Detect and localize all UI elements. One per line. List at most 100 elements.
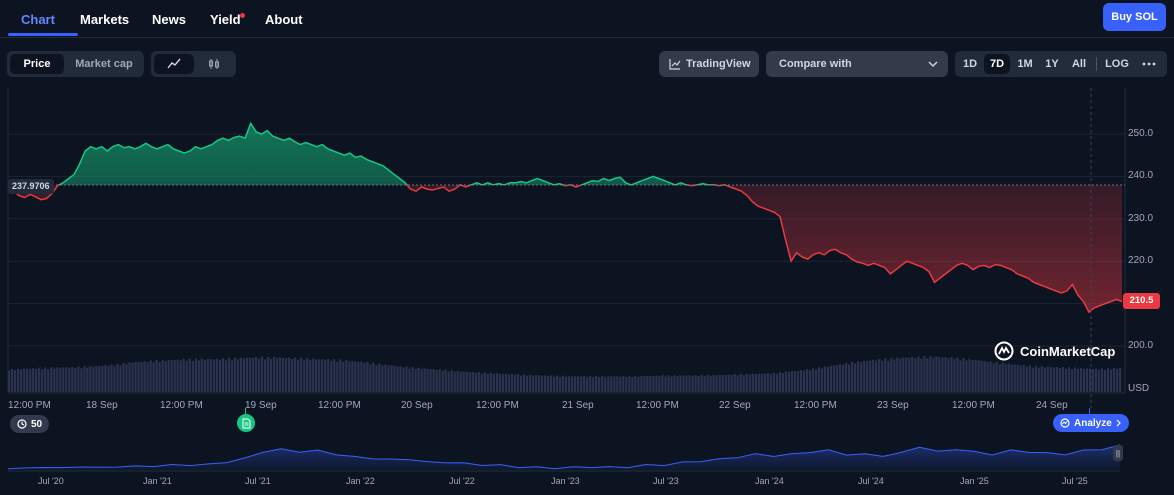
range-1y[interactable]: 1Y <box>1045 58 1059 70</box>
volume-bar <box>1113 368 1116 392</box>
price-toggle-button[interactable]: Price <box>10 54 64 74</box>
volume-bar <box>369 364 372 392</box>
volume-bar <box>423 368 426 392</box>
tab-chart[interactable]: Chart <box>21 12 55 27</box>
buy-sol-button[interactable]: Buy SOL <box>1103 3 1166 31</box>
volume-bar <box>670 376 673 392</box>
range-navigator[interactable] <box>0 436 1174 472</box>
x-tick-label: 20 Sep <box>401 400 433 411</box>
volume-bar <box>516 374 519 392</box>
volume-bar <box>44 367 47 392</box>
volume-bar <box>836 365 839 392</box>
news-event-marker[interactable] <box>237 414 255 432</box>
volume-bar <box>736 375 739 392</box>
x-tick-label: 12:00 PM <box>952 400 995 411</box>
volume-bar <box>1097 369 1101 392</box>
volume-bar <box>411 367 414 392</box>
volume-bar <box>351 360 354 392</box>
volume-bar <box>273 356 276 392</box>
volume-bar <box>1004 364 1007 392</box>
navigator-tick-label: Jul '25 <box>1062 476 1088 486</box>
volume-bar <box>224 360 227 392</box>
tab-markets[interactable]: Markets <box>80 12 130 27</box>
volume-bar <box>251 358 255 392</box>
volume-bar <box>486 374 489 392</box>
volume-bar <box>110 364 113 392</box>
range-all[interactable]: All <box>1071 58 1087 70</box>
candlestick-icon[interactable] <box>194 54 234 74</box>
volume-bar <box>468 372 471 392</box>
volume-bar <box>146 362 149 392</box>
market-cap-toggle-button[interactable]: Market cap <box>75 58 133 70</box>
volume-bar <box>694 375 697 392</box>
volume-bar <box>489 372 492 392</box>
volume-bar <box>1034 365 1037 392</box>
more-options-icon[interactable] <box>1135 54 1163 74</box>
volume-bar <box>65 367 68 392</box>
volume-bar <box>438 369 441 392</box>
line-chart-icon[interactable] <box>154 54 194 74</box>
volume-bar <box>947 358 950 392</box>
volume-bar <box>878 358 881 392</box>
volume-bar <box>565 376 568 392</box>
volume-bar <box>1088 368 1092 392</box>
volume-bar <box>59 367 62 392</box>
volume-bar <box>562 375 565 392</box>
volume-bar <box>589 376 592 392</box>
analyze-button[interactable]: Analyze <box>1053 414 1129 432</box>
price-chart[interactable] <box>0 88 1174 408</box>
tab-about[interactable]: About <box>265 12 303 27</box>
volume-bar <box>757 373 760 392</box>
volume-bar <box>161 359 164 392</box>
range-7d[interactable]: 7D <box>984 54 1010 74</box>
volume-bar <box>263 359 267 392</box>
x-tick-label: 18 Sep <box>86 400 118 411</box>
volume-bar <box>297 359 300 392</box>
volume-bar <box>595 376 598 392</box>
tab-news[interactable]: News <box>152 12 186 27</box>
volume-bar <box>787 372 790 392</box>
volume-bar <box>384 364 387 392</box>
document-icon <box>242 418 250 428</box>
navigator-handle-icon[interactable]: || <box>1113 445 1123 461</box>
volume-bar <box>269 358 273 392</box>
volume-bar <box>1010 364 1013 392</box>
volume-bar <box>378 363 381 392</box>
range-1m[interactable]: 1M <box>1017 58 1033 70</box>
range-1d[interactable]: 1D <box>962 58 978 70</box>
volume-bar <box>613 376 616 392</box>
volume-bar <box>610 376 613 392</box>
volume-bar <box>426 368 429 392</box>
volume-bar <box>1055 367 1058 392</box>
volume-bar <box>513 375 516 392</box>
volume-bar <box>923 356 926 392</box>
volume-bar <box>242 358 245 392</box>
volume-bar <box>330 360 333 392</box>
volume-bar <box>86 367 89 392</box>
volume-bar <box>941 357 944 392</box>
volume-bar <box>571 376 574 392</box>
volume-bar <box>652 376 655 392</box>
compare-with-select[interactable]: Compare with <box>766 51 948 77</box>
volume-bar <box>510 374 513 392</box>
volume-bar <box>691 375 694 392</box>
volume-bar <box>185 360 188 392</box>
x-tick-label: 12:00 PM <box>318 400 361 411</box>
volume-bar <box>459 371 462 392</box>
events-badge[interactable]: 50 <box>10 415 50 433</box>
metric-toggle: Price Market cap <box>7 51 144 77</box>
volume-bar <box>206 359 209 392</box>
tab-yield[interactable]: Yield <box>210 12 241 27</box>
log-scale-toggle[interactable]: LOG <box>1105 58 1129 70</box>
chevron-right-icon <box>1116 419 1121 427</box>
volume-bar <box>830 365 833 392</box>
x-tick-label: 19 Sep <box>245 400 277 411</box>
volume-bar <box>68 367 71 392</box>
volume-bar <box>1116 368 1119 392</box>
tradingview-button[interactable]: TradingView <box>659 51 759 77</box>
volume-bar <box>914 358 917 392</box>
y-tick-label: 230.0 <box>1128 212 1154 224</box>
volume-bar <box>842 364 845 392</box>
volume-bar <box>974 359 977 392</box>
x-tick-label: 12:00 PM <box>636 400 679 411</box>
